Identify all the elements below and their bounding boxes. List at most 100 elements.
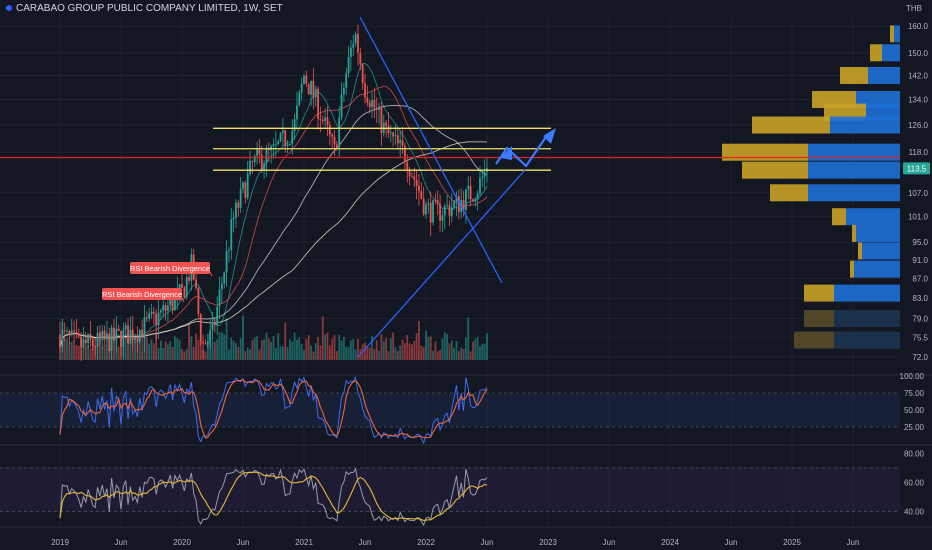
price-tick-label: 83.0 bbox=[912, 294, 928, 303]
volume-bar bbox=[113, 333, 115, 360]
volume-bar bbox=[63, 339, 66, 360]
stochastic-tick-label: 50.00 bbox=[904, 406, 925, 415]
volume-bar bbox=[141, 350, 144, 360]
candle-body bbox=[317, 88, 319, 119]
volume-bar bbox=[176, 338, 179, 360]
candle-body bbox=[89, 334, 92, 340]
candle-body bbox=[359, 52, 362, 65]
candle-body bbox=[239, 188, 242, 208]
volume-bar bbox=[145, 337, 148, 360]
candle-body bbox=[443, 205, 446, 216]
volume-bar bbox=[117, 346, 120, 360]
volume-bar bbox=[274, 347, 277, 360]
volume-bar bbox=[272, 336, 275, 360]
volume-bar bbox=[317, 336, 319, 360]
candle-body bbox=[249, 160, 251, 174]
volume-bar bbox=[455, 340, 458, 360]
volume-bar bbox=[228, 349, 230, 360]
volume-bar bbox=[230, 337, 233, 360]
volume-bar bbox=[171, 346, 174, 360]
candle-body bbox=[167, 305, 169, 311]
price-tick-label: 118.0 bbox=[909, 148, 929, 157]
price-tick-label: 91.0 bbox=[912, 256, 928, 265]
price-axis[interactable]: 160.0 150.0 142.0 134.0 126.0 118.0 107.0 101.0… bbox=[900, 22, 930, 516]
volume-bar bbox=[267, 338, 270, 360]
candle-body bbox=[408, 171, 411, 177]
volume-bar bbox=[237, 347, 240, 360]
volume-bar bbox=[345, 346, 348, 360]
volume-bar bbox=[258, 349, 261, 360]
volume-bar bbox=[73, 340, 75, 360]
candle-body bbox=[87, 334, 90, 344]
candle-body bbox=[124, 325, 127, 330]
candle-body bbox=[415, 179, 418, 186]
volume-profile-up bbox=[882, 44, 900, 62]
volume-bar bbox=[190, 336, 193, 360]
volume-bar bbox=[183, 351, 186, 360]
time-tick-label: Jun bbox=[725, 538, 738, 547]
candle-body bbox=[448, 205, 451, 216]
candle-body bbox=[403, 146, 406, 163]
candle-body bbox=[225, 250, 228, 273]
candle-body bbox=[258, 149, 261, 155]
candle-body bbox=[237, 202, 240, 208]
volume-bar bbox=[181, 348, 183, 360]
time-axis[interactable]: 2019 Jun 2020 Jun 2021 Jun 2022 Jun 2023 Jun 2024 J… bbox=[51, 538, 859, 547]
volume-bar bbox=[373, 349, 376, 360]
candle-body bbox=[434, 200, 437, 202]
volume-bar bbox=[382, 341, 385, 360]
candle-body bbox=[305, 75, 308, 84]
arrow-icon bbox=[543, 128, 556, 144]
rsi-pane bbox=[0, 467, 900, 527]
volume-bar bbox=[338, 334, 341, 360]
time-tick-label: 2020 bbox=[173, 538, 191, 547]
volume-bar bbox=[188, 324, 190, 360]
candle-body bbox=[291, 130, 294, 145]
volume-bar bbox=[394, 347, 397, 360]
volume-bar bbox=[352, 339, 355, 360]
volume-bar bbox=[293, 332, 296, 360]
volume-bar bbox=[108, 350, 111, 360]
volume-bar bbox=[218, 332, 221, 360]
candle-body bbox=[96, 332, 99, 348]
volume-profile-up bbox=[834, 310, 900, 328]
volume-profile-up bbox=[830, 116, 900, 134]
volume-profile-up bbox=[854, 260, 900, 278]
candle-body bbox=[361, 64, 364, 84]
candle-body bbox=[422, 198, 425, 215]
candle-body bbox=[244, 182, 247, 198]
candle-body bbox=[270, 145, 273, 150]
time-tick-label: 2025 bbox=[783, 538, 801, 547]
volume-bar bbox=[131, 338, 134, 360]
candle-body bbox=[117, 328, 120, 331]
candle-body bbox=[394, 135, 397, 137]
price-tick-label: 142.0 bbox=[908, 71, 929, 80]
candle-body bbox=[401, 140, 404, 147]
candle-body bbox=[70, 330, 73, 335]
volume-bar bbox=[450, 340, 453, 360]
candle-body bbox=[453, 201, 456, 208]
candle-body bbox=[211, 323, 214, 331]
volume-bar bbox=[443, 332, 446, 360]
candle-body bbox=[338, 117, 341, 148]
candle-body bbox=[324, 117, 327, 122]
volume-bar bbox=[436, 351, 439, 360]
volume-bar bbox=[169, 340, 172, 360]
volume-bar bbox=[467, 317, 470, 360]
volume-profile-down bbox=[752, 116, 830, 134]
candle-body bbox=[303, 75, 305, 85]
candle-body bbox=[183, 287, 186, 298]
volume-bar bbox=[429, 336, 432, 360]
candle-body bbox=[145, 317, 148, 319]
candle-body bbox=[277, 141, 280, 144]
time-tick-label: Jun bbox=[603, 538, 616, 547]
candle-body bbox=[106, 333, 108, 340]
volume-profile-up bbox=[808, 143, 900, 161]
volume-bar bbox=[446, 334, 449, 360]
current-price-label: 113.5 bbox=[907, 164, 927, 173]
volume-profile-down bbox=[742, 161, 808, 179]
candle-body bbox=[450, 207, 453, 216]
volume-bar bbox=[204, 351, 207, 360]
volume-bar bbox=[174, 336, 176, 360]
